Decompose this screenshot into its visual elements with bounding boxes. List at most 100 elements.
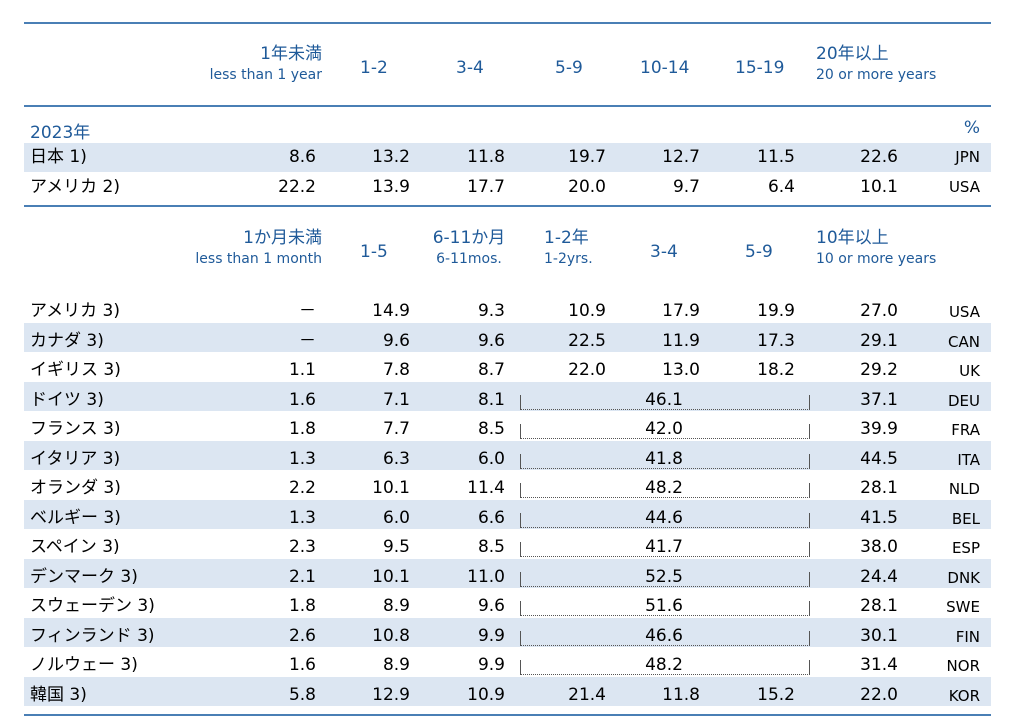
cell: 8.9 — [382, 596, 410, 616]
header1-col7-jp: 20年以上 — [816, 44, 889, 64]
cell: 6.0 — [477, 449, 505, 469]
merged-cell-value: 41.8 — [645, 449, 683, 469]
header2-col6: 5-9 — [745, 242, 773, 262]
row-label: デンマーク 3) — [30, 567, 138, 587]
header1-col2: 1-2 — [360, 58, 388, 78]
merged-cell-bracket — [520, 631, 810, 646]
merged-cell-bracket — [520, 601, 810, 616]
row-label: イタリア 3) — [30, 449, 121, 469]
country-code: CAN — [948, 333, 980, 351]
cell: 20.0 — [568, 177, 606, 197]
cell: 6.6 — [477, 508, 505, 528]
country-code: FIN — [955, 628, 980, 646]
table-row-band — [24, 677, 991, 706]
cell: 11.8 — [467, 147, 505, 167]
cell: 8.5 — [477, 419, 505, 439]
cell: 22.2 — [278, 177, 316, 197]
cell: 22.0 — [568, 360, 606, 380]
cell: 44.5 — [860, 449, 898, 469]
header1-col1-en: less than 1 year — [209, 67, 322, 83]
cell: 9.6 — [477, 596, 505, 616]
cell: 9.9 — [477, 655, 505, 675]
cell: 21.4 — [568, 685, 606, 705]
header2-col4-jp: 1-2年 — [544, 228, 589, 248]
cell: 10.9 — [568, 301, 606, 321]
cell: 9.9 — [477, 626, 505, 646]
cell: 13.0 — [662, 360, 700, 380]
cell: 1.8 — [288, 596, 316, 616]
header2-col3-en: 6-11mos. — [436, 251, 502, 267]
merged-cell-value: 51.6 — [645, 596, 683, 616]
table-row-band — [24, 500, 991, 529]
unit-label: % — [963, 118, 980, 138]
cell: 8.5 — [477, 537, 505, 557]
cell: 6.3 — [382, 449, 410, 469]
row-label: ドイツ 3) — [30, 390, 104, 410]
merged-cell-bracket — [520, 483, 810, 498]
cell: 37.1 — [860, 390, 898, 410]
cell: 2.1 — [288, 567, 316, 587]
cell: 39.9 — [860, 419, 898, 439]
table-bottom-rule — [24, 714, 991, 716]
cell: 11.0 — [467, 567, 505, 587]
merged-cell-value: 46.6 — [645, 626, 683, 646]
cell: 8.1 — [477, 390, 505, 410]
header2-col4: 1-2年 1-2yrs. — [544, 228, 593, 268]
header1-col7-en: 20 or more years — [816, 67, 937, 83]
merged-cell-value: 44.6 — [645, 508, 683, 528]
row-label: カナダ 3) — [30, 331, 104, 351]
row-label: 日本 1) — [30, 147, 87, 167]
header1-col6: 15-19 — [735, 58, 785, 78]
country-code: NLD — [948, 480, 980, 498]
country-code: DEU — [947, 392, 980, 410]
year-label: 2023年 — [30, 123, 91, 143]
table-row-band — [24, 143, 991, 172]
header1-col5: 10-14 — [640, 58, 690, 78]
header1-col1-jp: 1年未満 — [260, 44, 322, 64]
table-row-band — [24, 382, 991, 411]
country-code: SWE — [946, 598, 980, 616]
cell: 9.3 — [477, 301, 505, 321]
row-label: アメリカ 3) — [30, 301, 121, 321]
cell: 7.1 — [382, 390, 410, 410]
merged-cell-value: 48.2 — [645, 478, 683, 498]
cell: 12.9 — [372, 685, 410, 705]
cell: 7.7 — [382, 419, 410, 439]
row-label: ノルウェー 3) — [30, 655, 138, 675]
country-code: NOR — [946, 657, 980, 675]
cell: 17.7 — [467, 177, 505, 197]
cell: 2.6 — [288, 626, 316, 646]
cell: 8.7 — [477, 360, 505, 380]
cell: 1.6 — [288, 655, 316, 675]
cell: 31.4 — [860, 655, 898, 675]
row-label: フィンランド 3) — [30, 626, 155, 646]
cell: 1.1 — [288, 360, 316, 380]
cell: 14.9 — [372, 301, 410, 321]
cell: 1.3 — [288, 449, 316, 469]
header2-col1: 1か月未満 less than 1 month — [160, 228, 322, 268]
header1-col7: 20年以上 20 or more years — [816, 44, 936, 84]
country-code: UK — [959, 362, 980, 380]
cell: 9.6 — [382, 331, 410, 351]
cell: 27.0 — [860, 301, 898, 321]
cell: 6.4 — [767, 177, 795, 197]
cell: 15.2 — [757, 685, 795, 705]
country-code: DNK — [947, 569, 980, 587]
merged-cell-value: 41.7 — [645, 537, 683, 557]
merged-cell-value: 42.0 — [645, 419, 683, 439]
cell: 7.8 — [382, 360, 410, 380]
header2-col1-jp: 1か月未満 — [243, 228, 322, 248]
cell: 8.6 — [288, 147, 316, 167]
country-code: USA — [948, 303, 980, 321]
cell: 10.9 — [467, 685, 505, 705]
row-label: フランス 3) — [30, 419, 121, 439]
cell: 11.9 — [662, 331, 700, 351]
cell: 1.6 — [288, 390, 316, 410]
row-label: スペイン 3) — [30, 537, 120, 557]
header2-col7-jp: 10年以上 — [816, 228, 889, 248]
header2-col3: 6-11か月 6-11mos. — [428, 228, 510, 268]
cell: 19.7 — [568, 147, 606, 167]
cell: 5.8 — [288, 685, 316, 705]
header2-col5: 3-4 — [650, 242, 678, 262]
row-label: オランダ 3) — [30, 478, 121, 498]
